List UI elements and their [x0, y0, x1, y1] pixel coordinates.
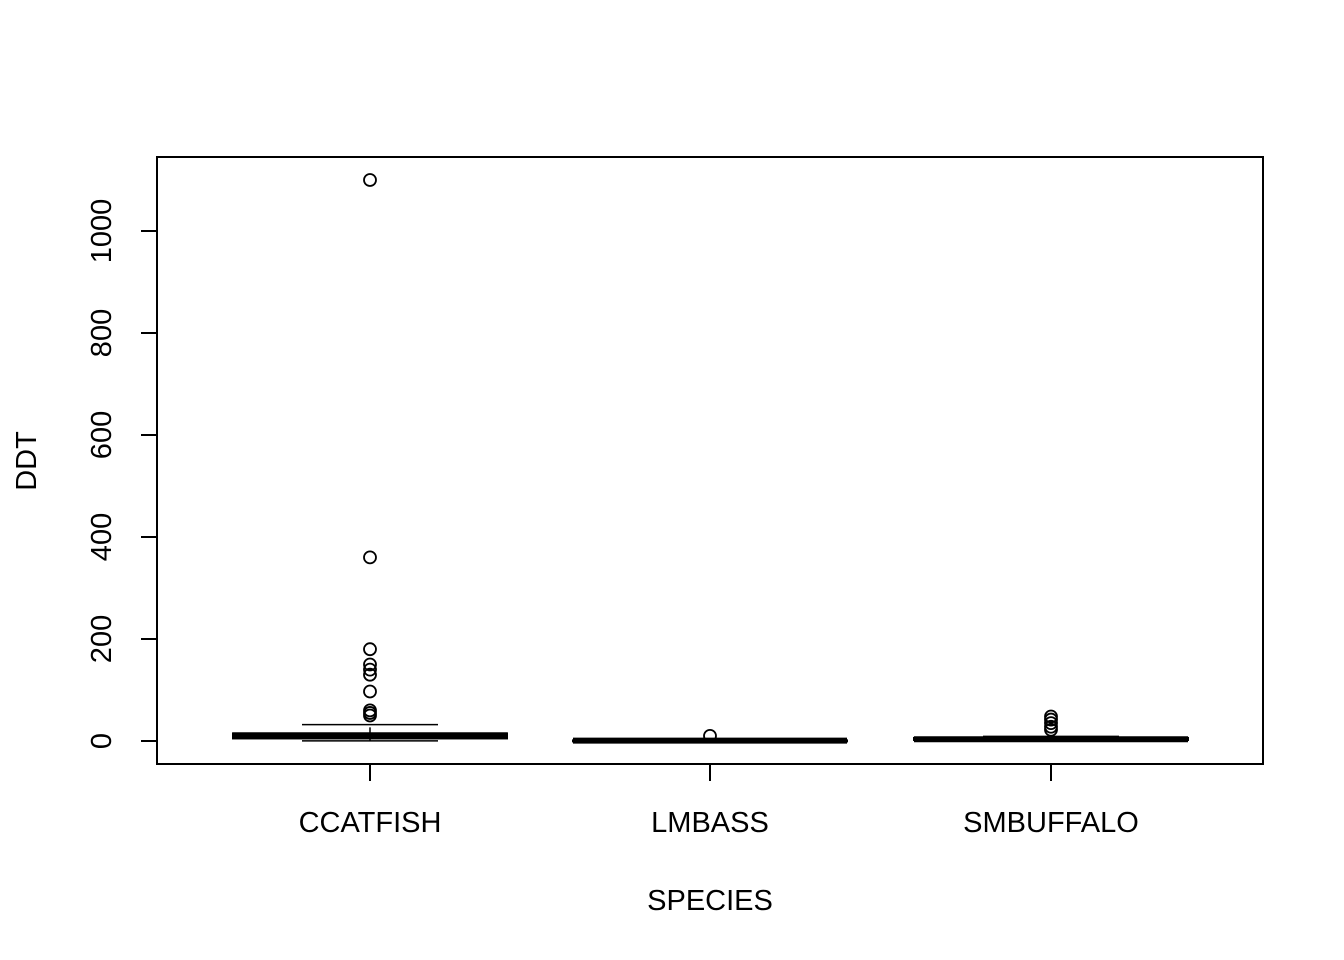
x-axis-label: SPECIES: [647, 885, 773, 917]
y-tick-label: 800: [86, 309, 118, 357]
outlier-point: [1044, 716, 1058, 731]
plot-frame: [156, 156, 1264, 765]
outlier-point: [363, 642, 377, 657]
outlier-point: [363, 708, 377, 723]
boxes-layer: [232, 173, 1189, 744]
y-axis: 0 200 400 600 800 1000: [86, 199, 158, 749]
y-tick-label: 400: [86, 513, 118, 561]
outlier-point: [363, 173, 377, 187]
x-tick-label: CCATFISH: [299, 807, 442, 839]
y-tick-label: 200: [86, 615, 118, 663]
box-lmbass: [572, 729, 848, 744]
x-tick-label: LMBASS: [651, 807, 769, 839]
y-axis-label: DDT: [11, 431, 43, 491]
outlier-point: [363, 667, 377, 682]
box-ccatfish: [232, 173, 508, 742]
outlier-point: [363, 684, 377, 699]
outlier-point: [363, 657, 377, 672]
y-tick-label: 1000: [86, 199, 118, 264]
x-axis: CCATFISH LMBASS SMBUFFALO: [299, 763, 1139, 839]
outlier-point: [363, 550, 377, 565]
y-tick-label: 600: [86, 411, 118, 459]
x-tick-label: SMBUFFALO: [963, 807, 1139, 839]
box-smbuffalo: [913, 709, 1189, 743]
outlier-point: [1044, 712, 1058, 727]
y-tick-label: 0: [86, 733, 118, 749]
outlier-point: [363, 662, 377, 677]
outlier-point: [703, 729, 717, 743]
outlier-point: [1044, 722, 1058, 737]
